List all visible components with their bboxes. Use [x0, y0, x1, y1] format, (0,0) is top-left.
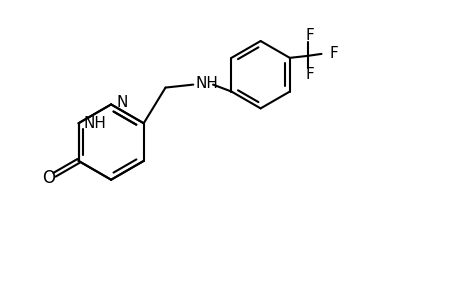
Text: O: O: [42, 169, 55, 187]
Text: F: F: [305, 67, 313, 82]
Text: F: F: [305, 28, 313, 43]
Text: NH: NH: [83, 116, 106, 131]
Text: NH: NH: [195, 76, 218, 91]
Text: F: F: [328, 46, 337, 62]
Text: N: N: [116, 95, 127, 110]
